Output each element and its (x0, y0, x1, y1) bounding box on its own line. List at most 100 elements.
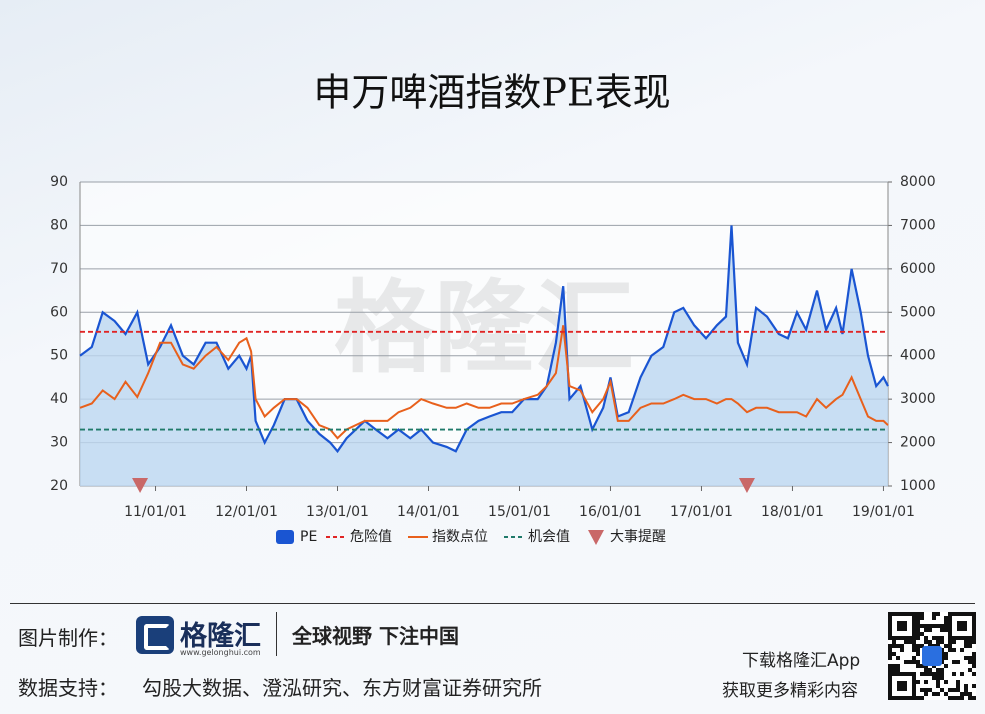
qr-cell (952, 648, 956, 652)
slogan: 全球视野 下注中国 (292, 624, 459, 648)
x-tick-label: 14/01/01 (397, 504, 460, 520)
qr-cell (940, 688, 944, 692)
qr-cell (920, 664, 924, 668)
qr-cell (900, 644, 904, 648)
qr-cell (948, 644, 952, 648)
x-tick-label: 18/01/01 (761, 504, 824, 520)
qr-cell (912, 648, 916, 652)
legend-label: 大事提醒 (610, 529, 666, 545)
qr-cell (972, 696, 976, 700)
qr-cell (948, 640, 952, 644)
qr-cell (912, 644, 916, 648)
qr-cell (972, 664, 976, 668)
qr-cell (888, 668, 892, 672)
qr-cell (924, 692, 928, 696)
qr-cell (972, 656, 976, 660)
qr-cell (916, 632, 920, 636)
qr-cell (920, 624, 924, 628)
qr-cell (888, 648, 892, 652)
logo-icon (136, 616, 174, 654)
qr-cell (892, 664, 896, 668)
qr-cell (940, 676, 944, 680)
qr-cell (944, 616, 948, 620)
x-tick-label: 11/01/01 (124, 504, 187, 520)
qr-cell (952, 640, 956, 644)
qr-cell (920, 612, 924, 616)
app-line1: 下载格隆汇App (742, 651, 861, 671)
chart: 申万啤酒指数PE表现 格隆汇 20 30 40 50 60 70 80 90 1000 2000 30… (50, 71, 936, 545)
qr-cell (940, 624, 944, 628)
qr-cell (932, 612, 936, 616)
logo-url: www.gelonghui.com (180, 648, 261, 657)
qr-cell (928, 672, 932, 676)
qr-cell (960, 696, 964, 700)
qr-cell (936, 676, 940, 680)
y-tick-label: 20 (50, 478, 68, 494)
qr-cell (916, 680, 920, 684)
qr-cell (956, 696, 960, 700)
qr-cell (956, 660, 960, 664)
qr-cell (944, 680, 948, 684)
legend-label: PE (300, 529, 317, 545)
qr-cell (960, 672, 964, 676)
qr-cell (972, 660, 976, 664)
qr-cell (944, 652, 948, 656)
qr-cell (916, 620, 920, 624)
qr-finder (888, 612, 916, 640)
y-tick-label: 50 (50, 348, 68, 364)
qr-cell (936, 684, 940, 688)
qr-cell (960, 692, 964, 696)
qr-cell (948, 688, 952, 692)
qr-cell (916, 612, 920, 616)
qr-cell (944, 628, 948, 632)
qr-cell (936, 680, 940, 684)
qr-cell (892, 652, 896, 656)
qr-finder (897, 621, 907, 631)
x-tick-label: 19/01/01 (852, 504, 915, 520)
source-label: 数据支持： (18, 676, 118, 700)
x-tick-label: 16/01/01 (579, 504, 642, 520)
qr-cell (916, 616, 920, 620)
y2-tick-label: 7000 (900, 217, 936, 233)
chart-title: 申万啤酒指数PE表现 (313, 71, 670, 115)
qr-cell (932, 616, 936, 620)
qr-finder (957, 621, 967, 631)
y2-tick-label: 3000 (900, 391, 936, 407)
qr-cell (968, 640, 972, 644)
qr-cell (972, 640, 976, 644)
qr-cell (936, 624, 940, 628)
qr-cell (952, 688, 956, 692)
qr-cell (940, 636, 944, 640)
qr-cell (908, 640, 912, 644)
qr-cell (892, 640, 896, 644)
qr-cell (924, 640, 928, 644)
qr-cell (964, 692, 968, 696)
qr-cell (916, 660, 920, 664)
legend-label: 机会值 (528, 529, 570, 545)
qr-cell (920, 696, 924, 700)
qr-cell (952, 660, 956, 664)
event-marker (738, 478, 755, 493)
qr-cell (928, 640, 932, 644)
qr-cell (916, 624, 920, 628)
qr-cell (888, 652, 892, 656)
y-tick-label: 90 (50, 174, 68, 190)
qr-cell (932, 676, 936, 680)
qr-cell (940, 640, 944, 644)
y2-tick-label: 8000 (900, 174, 936, 190)
qr-finder (948, 612, 976, 640)
qr-cell (964, 644, 968, 648)
qr-cell (924, 672, 928, 676)
qr-cell (932, 624, 936, 628)
y2-tick-label: 6000 (900, 261, 936, 277)
event-marker (132, 478, 149, 493)
qr-cell (924, 628, 928, 632)
qr-cell (920, 632, 924, 636)
qr-cell (920, 688, 924, 692)
qr-cell (892, 644, 896, 648)
qr-cell (888, 664, 892, 668)
qr-cell (916, 628, 920, 632)
qr-cell (924, 688, 928, 692)
qr-cell (968, 696, 972, 700)
